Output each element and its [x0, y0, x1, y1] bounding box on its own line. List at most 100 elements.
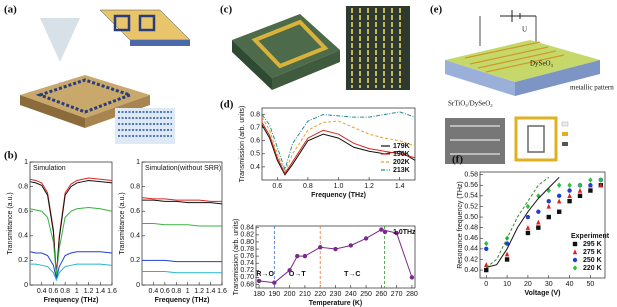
x-tick-label: 270	[391, 291, 403, 298]
marker	[556, 198, 562, 204]
marker	[525, 214, 531, 220]
plot-frame	[479, 171, 606, 279]
x-tick-label: 220	[314, 291, 326, 298]
x-tick-label: 1.4	[206, 288, 216, 295]
marker	[536, 209, 541, 214]
y-tick-label: 0.8	[18, 183, 28, 190]
legend-label: 220 K	[583, 265, 602, 272]
series-line	[261, 111, 416, 172]
y-tick-label: 0.56	[464, 182, 478, 189]
marker	[546, 198, 551, 204]
legend-label: 295 K	[583, 241, 602, 248]
x-tick-label: 190	[269, 291, 281, 298]
panel-label: (e)	[430, 4, 443, 16]
x-tick-label: 0.6	[49, 288, 59, 295]
x-tick-label: 0.8	[303, 183, 313, 190]
x-axis-label: Frequency (THz)	[44, 297, 99, 304]
y-axis-label: Transmittance (a.u.)	[119, 192, 126, 254]
plot-frame	[29, 161, 113, 286]
marker	[333, 246, 338, 252]
x-tick-label: 0.6	[160, 288, 170, 295]
y-tick-label: 1	[136, 159, 140, 166]
marker	[567, 182, 572, 188]
marker	[567, 188, 572, 193]
marker	[598, 182, 604, 188]
y-tick-label: 0.76	[240, 253, 254, 260]
legend-label: 1.0THz	[393, 229, 416, 236]
x-tick-label: 0	[484, 281, 488, 288]
x-tick-label: 260	[376, 291, 388, 298]
x-axis-label: Frequency (THz)	[155, 297, 210, 304]
y-tick-label: 0.5	[250, 151, 260, 158]
y-axis-label: Transmission (arb. units)	[233, 219, 240, 296]
y-tick-label: 0.84	[240, 225, 254, 232]
y-tick-label: 0.48	[464, 224, 478, 231]
diagram-label: U	[522, 26, 527, 34]
marker	[484, 262, 489, 267]
x-tick-label: 280	[406, 291, 418, 298]
x-tick-label: 230	[330, 291, 342, 298]
annotation: R→O	[256, 271, 274, 278]
series-line	[141, 197, 222, 202]
y-tick-label: 0.82	[240, 232, 254, 239]
y-tick-label: 0.4	[250, 164, 260, 171]
legend-label: 275 K	[583, 249, 602, 256]
marker	[318, 245, 323, 250]
illustration-a	[20, 9, 191, 144]
marker	[256, 278, 262, 284]
y-tick-label: 0.50	[464, 214, 478, 221]
marker	[484, 267, 489, 273]
marker	[572, 257, 578, 263]
x-axis-label: Temperature (K)	[309, 300, 363, 307]
marker	[536, 193, 541, 199]
x-tick-label: 30	[545, 281, 553, 288]
series-line	[142, 199, 223, 205]
y-tick-label: 0.8	[130, 183, 140, 190]
y-tick-label: 0.6	[250, 138, 260, 145]
marker	[577, 187, 583, 193]
diagram-label: DySeO₃	[530, 60, 554, 68]
series-line	[142, 270, 222, 274]
marker	[567, 193, 572, 199]
series-line	[29, 179, 113, 277]
marker	[556, 193, 562, 199]
diagram-label: metallic pattern	[570, 84, 614, 92]
panel-label: (f)	[452, 154, 463, 166]
y-tick-label: 0.70	[240, 274, 254, 281]
marker	[567, 198, 572, 204]
chart-title: Simulation(without SRR)	[145, 165, 221, 172]
panel-label: (a)	[4, 4, 17, 16]
annotation: O→T	[289, 271, 306, 278]
marker	[504, 241, 510, 246]
legend-label: 190K	[393, 151, 410, 158]
y-tick-label: 0.54	[464, 193, 478, 200]
x-tick-label: 250	[360, 291, 372, 298]
marker	[556, 182, 562, 188]
marker	[588, 177, 593, 183]
x-tick-label: 1	[186, 288, 190, 295]
legend-label: 213K	[393, 167, 410, 174]
legend-label: 202K	[393, 159, 410, 166]
marker	[504, 251, 510, 257]
panel-label: (d)	[220, 99, 234, 111]
marker	[287, 268, 292, 273]
panel-label: (b)	[4, 150, 18, 162]
y-tick-label: 0.8	[250, 111, 260, 118]
x-tick-label: 1	[75, 288, 79, 295]
x-tick-label: 20	[524, 281, 532, 288]
marker	[525, 203, 531, 210]
marker	[394, 230, 399, 236]
y-tick-label: 0.2	[18, 257, 28, 264]
series-line	[29, 207, 113, 276]
y-tick-label: 0.80	[240, 239, 254, 246]
x-tick-label: 180	[253, 291, 265, 298]
x-tick-label: 40	[566, 281, 574, 288]
y-tick-label: 0.40	[464, 267, 478, 274]
x-tick-label: 0.4	[37, 288, 47, 295]
y-tick-label: 0.72	[240, 267, 254, 274]
x-tick-label: 210	[299, 291, 311, 298]
marker	[272, 280, 277, 285]
marker	[525, 230, 531, 236]
series-line	[29, 251, 113, 279]
